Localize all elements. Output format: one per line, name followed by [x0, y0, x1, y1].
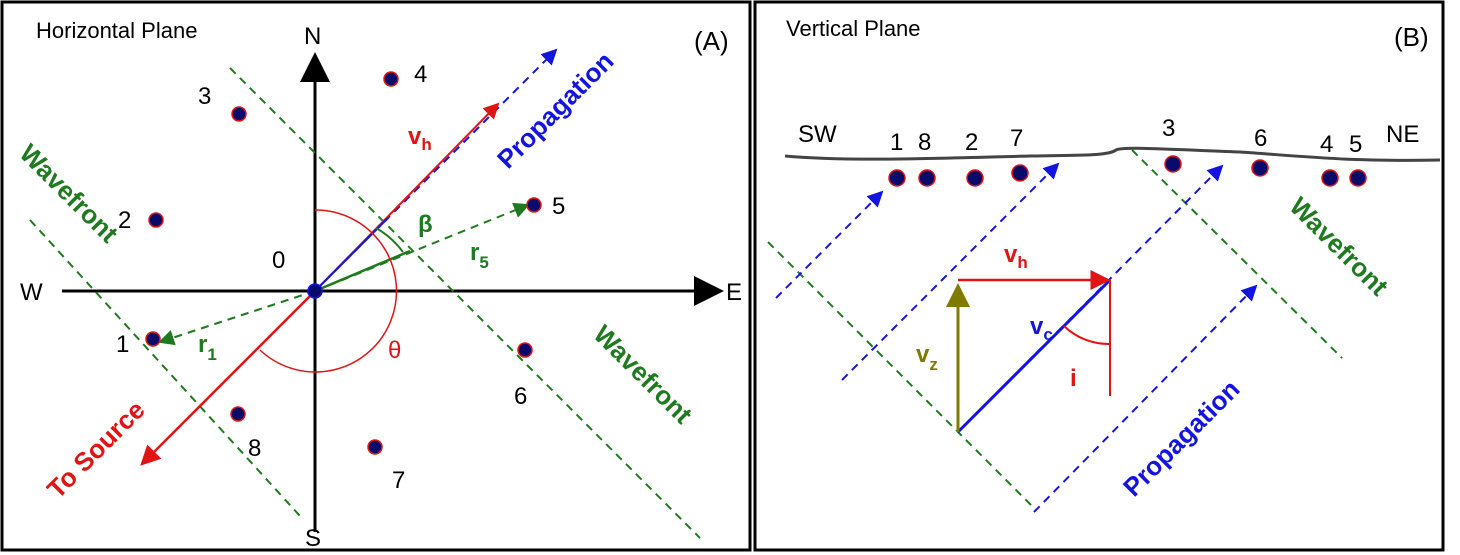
panel-a-tag: (A)	[694, 26, 729, 56]
origin-label: 0	[272, 247, 285, 274]
to-source-arrow	[140, 290, 316, 466]
station-label-a6: 6	[514, 383, 527, 410]
panel-a-title: Horizontal Plane	[36, 18, 197, 43]
ray-b1	[775, 190, 884, 299]
wavefront-line-b2	[1131, 149, 1343, 359]
propagation-label-a: Propagation	[491, 46, 619, 174]
station-label-a5: 5	[552, 193, 565, 220]
r1-arrow	[158, 290, 316, 346]
station-marker-b4	[1321, 169, 1339, 187]
station-marker-a5	[526, 197, 542, 213]
station-marker-b3	[1164, 155, 1182, 173]
to-source-label: To Source	[41, 394, 151, 504]
station-label-a1: 1	[116, 331, 129, 358]
station-marker-a1	[145, 331, 161, 347]
east-label: E	[726, 279, 742, 306]
r5-arrow	[314, 202, 530, 292]
origin-marker	[307, 283, 323, 299]
station-label-a8: 8	[248, 435, 261, 462]
r1-label: r1	[198, 331, 217, 364]
station-marker-b8	[918, 169, 936, 187]
station-marker-b1	[888, 169, 906, 187]
west-label: W	[20, 279, 43, 306]
vh-label-b: vh	[1004, 241, 1028, 272]
sw-label: SW	[798, 121, 837, 148]
theta-arc	[259, 209, 398, 373]
incidence-label: i	[1070, 365, 1077, 392]
panel-b-title: Vertical Plane	[786, 16, 921, 41]
incidence-arc	[1063, 325, 1111, 346]
panel-b-frame	[753, 0, 1445, 552]
station-marker-b6	[1251, 159, 1269, 177]
station-label-a2: 2	[118, 207, 131, 234]
station-label-b6: 6	[1254, 125, 1267, 152]
wavefront-label-b: Wavefront	[1284, 191, 1395, 302]
station-label-a4: 4	[414, 61, 427, 88]
vh-projection	[314, 217, 389, 292]
r5-projection	[314, 249, 411, 293]
ray-b2	[841, 162, 1060, 381]
station-label-b7: 7	[1010, 125, 1023, 152]
station-marker-b2	[966, 169, 984, 187]
panel-a: Horizontal Plane (A) N S E W 0 vh β θ r5…	[0, 0, 752, 552]
vc-line	[956, 278, 1112, 434]
station-marker-a2	[148, 212, 164, 228]
ground-surface	[784, 146, 1441, 162]
vc-label: vc	[1030, 313, 1053, 344]
ne-label: NE	[1386, 121, 1419, 148]
station-label-b2: 2	[965, 129, 978, 156]
station-marker-a6	[517, 342, 533, 358]
panel-b-tag: (B)	[1394, 22, 1429, 52]
vz-label: vz	[916, 341, 938, 374]
wavefront-line-lower	[29, 219, 301, 517]
south-label: S	[305, 525, 321, 552]
station-marker-a8	[230, 406, 246, 422]
panel-b: Vertical Plane (B) SW NE vh vc vz i Wave…	[753, 0, 1445, 552]
beta-label: β	[418, 211, 433, 238]
station-marker-a4	[383, 71, 399, 87]
station-label-b4: 4	[1320, 131, 1333, 158]
vh-label: vh	[408, 123, 432, 154]
station-marker-b7	[1011, 164, 1029, 182]
wavefront-label-a1: Wavefront	[14, 138, 125, 249]
station-label-b8: 8	[918, 129, 931, 156]
station-label-a3: 3	[198, 83, 211, 110]
station-marker-a3	[231, 106, 247, 122]
propagation-label-b: Propagation	[1117, 374, 1245, 502]
station-marker-a7	[367, 439, 383, 455]
beta-arc	[375, 227, 404, 253]
wavefront-line-upper	[229, 67, 701, 539]
station-label-b3: 3	[1162, 115, 1175, 142]
station-label-b5: 5	[1349, 131, 1362, 158]
station-label-a7: 7	[392, 467, 405, 494]
station-label-b1: 1	[890, 129, 903, 156]
station-marker-b5	[1349, 169, 1367, 187]
panel-a-frame	[0, 0, 752, 552]
r5-label: r5	[470, 239, 489, 272]
north-label: N	[304, 23, 321, 50]
ray-b4	[1033, 284, 1258, 513]
wavefront-label-a2: Wavefront	[588, 319, 699, 430]
theta-label: θ	[388, 337, 401, 364]
wavefront-line-b1	[767, 241, 1037, 511]
